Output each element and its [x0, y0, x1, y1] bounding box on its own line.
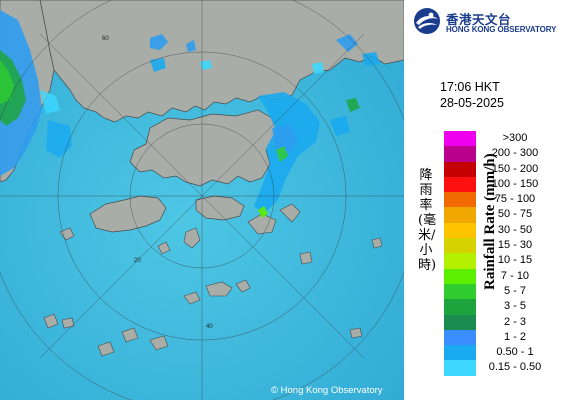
legend-row: 1 - 2 — [444, 329, 574, 346]
legend-row: 100 - 150 — [444, 176, 574, 193]
org-name-zh: 香港天文台 — [446, 12, 512, 27]
land-mainland — [39, 0, 405, 123]
legend-swatch — [444, 329, 476, 346]
legend-range-label: 75 - 100 — [494, 193, 536, 206]
legend-swatch — [444, 176, 476, 193]
legend-swatch — [444, 268, 476, 284]
legend-row: 150 - 200 — [444, 161, 574, 177]
legend-row: 7 - 10 — [444, 268, 574, 284]
legend-range-label: 2 - 3 — [503, 315, 526, 328]
radar-map-image: 60 40 20 — [0, 0, 419, 405]
legend-swatch — [444, 238, 476, 254]
legend-swatch — [444, 131, 476, 147]
legend-swatch — [444, 146, 476, 162]
legend-row: 3 - 5 — [444, 299, 574, 315]
legend-panel: 香港天文台 HONG KONG OBSERVATORY 17:06 HKT 28… — [404, 0, 577, 400]
legend-swatch — [444, 314, 476, 330]
land-hong-kong — [129, 109, 283, 187]
legend-swatch — [444, 207, 476, 223]
legend-row: 0.50 - 1 — [444, 345, 574, 361]
legend-row: >300 — [444, 131, 574, 147]
legend-swatch — [444, 253, 476, 269]
legend-swatch — [444, 360, 476, 376]
legend-range-label: 150 - 200 — [491, 162, 539, 175]
legend-swatch — [444, 222, 476, 239]
radar-map: 60 40 20 © Hong Kong Observatory — [0, 0, 419, 405]
legend-title-en: Rainfall Rate (mm/h) — [482, 153, 498, 290]
legend-row: 2 - 3 — [444, 314, 574, 330]
observatory-logo: 香港天文台 HONG KONG OBSERVATORY — [412, 6, 572, 36]
legend-range-label: 1 - 2 — [503, 330, 526, 343]
ring-label-middle: 40 — [206, 324, 213, 330]
legend-row: 15 - 30 — [444, 238, 574, 254]
legend-range-label: 0.50 - 1 — [496, 346, 534, 359]
legend-range-label: 7 - 10 — [500, 269, 530, 282]
legend-row: 200 - 300 — [444, 146, 574, 162]
legend-row: 5 - 7 — [444, 283, 574, 300]
legend-swatch — [444, 283, 476, 300]
legend-swatch — [444, 345, 476, 361]
legend-range-label: 5 - 7 — [503, 284, 526, 297]
legend-range-label: 15 - 30 — [497, 239, 533, 252]
legend-row: 30 - 50 — [444, 222, 574, 239]
legend-range-label: >300 — [502, 132, 528, 144]
observation-time: 17:06 HKT — [440, 80, 500, 94]
legend-row: 10 - 15 — [444, 253, 574, 269]
legend-range-label: 30 - 50 — [497, 223, 533, 236]
legend-range-label: 100 - 150 — [491, 177, 539, 190]
legend-title-zh: 降雨率(毫米/小時) — [418, 168, 437, 273]
legend-swatch — [444, 192, 476, 208]
observation-date: 28-05-2025 — [440, 96, 504, 110]
org-name-en: HONG KONG OBSERVATORY — [446, 25, 557, 34]
ring-label-outer: 60 — [102, 36, 109, 42]
legend-range-label: 200 - 300 — [491, 147, 539, 160]
legend-row: 75 - 100 — [444, 192, 574, 208]
rainfall-legend: >300 200 - 300 150 - 200 100 - 150 75 - 100 5… — [444, 131, 574, 376]
ring-label-inner: 20 — [134, 258, 141, 264]
legend-row: 0.15 - 0.50 — [444, 360, 574, 376]
legend-range-label: 3 - 5 — [503, 300, 526, 313]
legend-range-label: 10 - 15 — [497, 254, 533, 267]
copyright-notice: © Hong Kong Observatory — [271, 385, 383, 396]
observatory-logo-icon — [414, 8, 440, 34]
legend-swatch — [444, 299, 476, 315]
legend-row: 50 - 75 — [444, 207, 574, 223]
land-lantau — [89, 195, 167, 233]
legend-range-label: 50 - 75 — [497, 208, 533, 221]
legend-swatch — [444, 161, 476, 177]
legend-range-label: 0.15 - 0.50 — [488, 361, 542, 374]
